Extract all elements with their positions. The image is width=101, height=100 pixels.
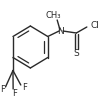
- Text: F: F: [13, 88, 17, 98]
- Text: F: F: [22, 84, 27, 92]
- Text: S: S: [73, 50, 79, 58]
- Text: F: F: [0, 86, 5, 94]
- Text: CH₃: CH₃: [46, 12, 61, 20]
- Text: N: N: [58, 26, 64, 36]
- Text: Cl: Cl: [91, 20, 100, 30]
